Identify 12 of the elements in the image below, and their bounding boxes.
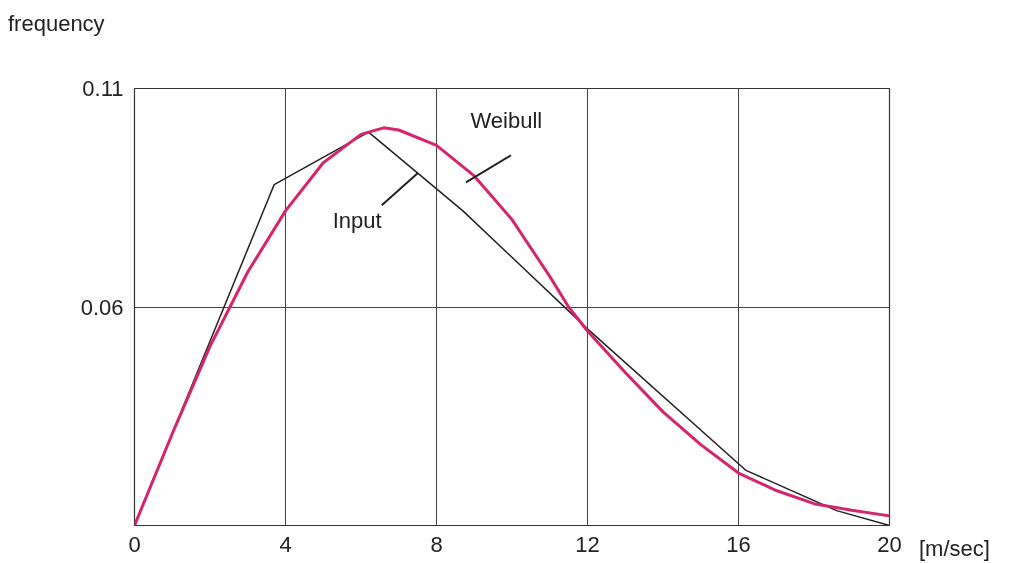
y-tick-label: 0.06 (80, 294, 124, 320)
x-tick-label: 0 (128, 531, 141, 557)
y-axis-title: frequency (8, 10, 105, 38)
series-label: Weibull (470, 108, 543, 134)
x-tick-label: 4 (279, 531, 292, 557)
x-axis-title: [m/sec] (919, 535, 990, 563)
x-tick-label: 12 (575, 531, 600, 557)
x-tick-label: 16 (726, 531, 751, 557)
y-tick-label: 0.11 (82, 76, 124, 101)
x-tick-label: 20 (877, 531, 902, 557)
x-tick-label: 8 (430, 531, 443, 557)
legend-label: Input (332, 208, 382, 234)
